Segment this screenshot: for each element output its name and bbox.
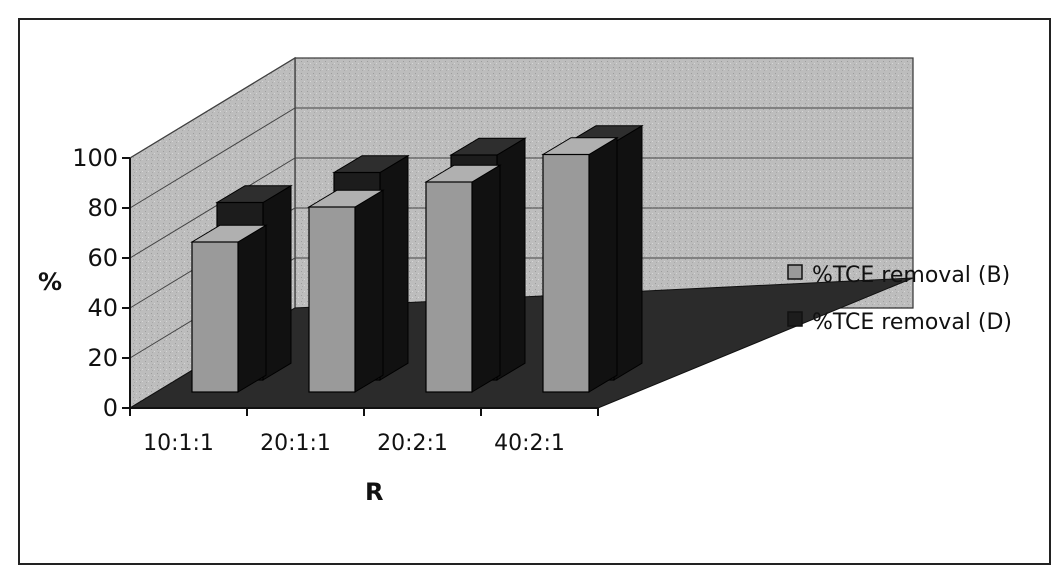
legend-label-d: %TCE removal (D) — [812, 310, 1012, 335]
bar-b-3-front — [542, 153, 590, 393]
bar-d-0-side — [262, 184, 292, 381]
bar-b-0-side — [237, 224, 267, 393]
x-tick-label: 10:1:1 — [143, 431, 214, 456]
gridline — [129, 257, 913, 359]
bar-b-2-side — [471, 164, 501, 393]
gridline — [129, 57, 913, 159]
bar-d-1-side — [379, 154, 409, 381]
bar-b-3-side — [588, 136, 618, 393]
bar-b-0 — [190, 224, 268, 393]
gridline — [129, 207, 913, 309]
bar-b-0-front — [191, 241, 239, 393]
legend-label-b: %TCE removal (B) — [812, 263, 1010, 288]
legend-swatch-b — [787, 264, 803, 280]
y-tick-label: 20 — [87, 344, 118, 372]
x-axis-title: R — [365, 478, 383, 506]
legend-swatch-d — [787, 311, 803, 327]
bar-d-2-side — [496, 137, 526, 381]
gridline — [129, 107, 913, 209]
bar-b-1-front — [308, 206, 356, 393]
x-tick-label: 40:2:1 — [494, 431, 565, 456]
bar-b-2 — [424, 164, 502, 393]
bar-b-1-side — [354, 189, 384, 393]
y-tick-label: 0 — [103, 394, 118, 422]
y-axis-title: % — [38, 268, 62, 296]
y-tick-label: 40 — [87, 294, 118, 322]
y-tick-label: 80 — [87, 194, 118, 222]
x-tick-label: 20:1:1 — [260, 431, 331, 456]
x-tick-label: 20:2:1 — [377, 431, 448, 456]
chart-frame — [18, 18, 1051, 565]
bar-d-3-side — [613, 124, 643, 381]
legend: %TCE removal (B) %TCE removal (D) — [787, 263, 1012, 335]
y-tick-label: 100 — [72, 144, 118, 172]
bar-b-2-front — [425, 181, 473, 393]
bar-b-3 — [541, 136, 619, 393]
gridline — [129, 157, 913, 259]
bar-b-1 — [307, 189, 385, 393]
y-tick-label: 60 — [87, 244, 118, 272]
